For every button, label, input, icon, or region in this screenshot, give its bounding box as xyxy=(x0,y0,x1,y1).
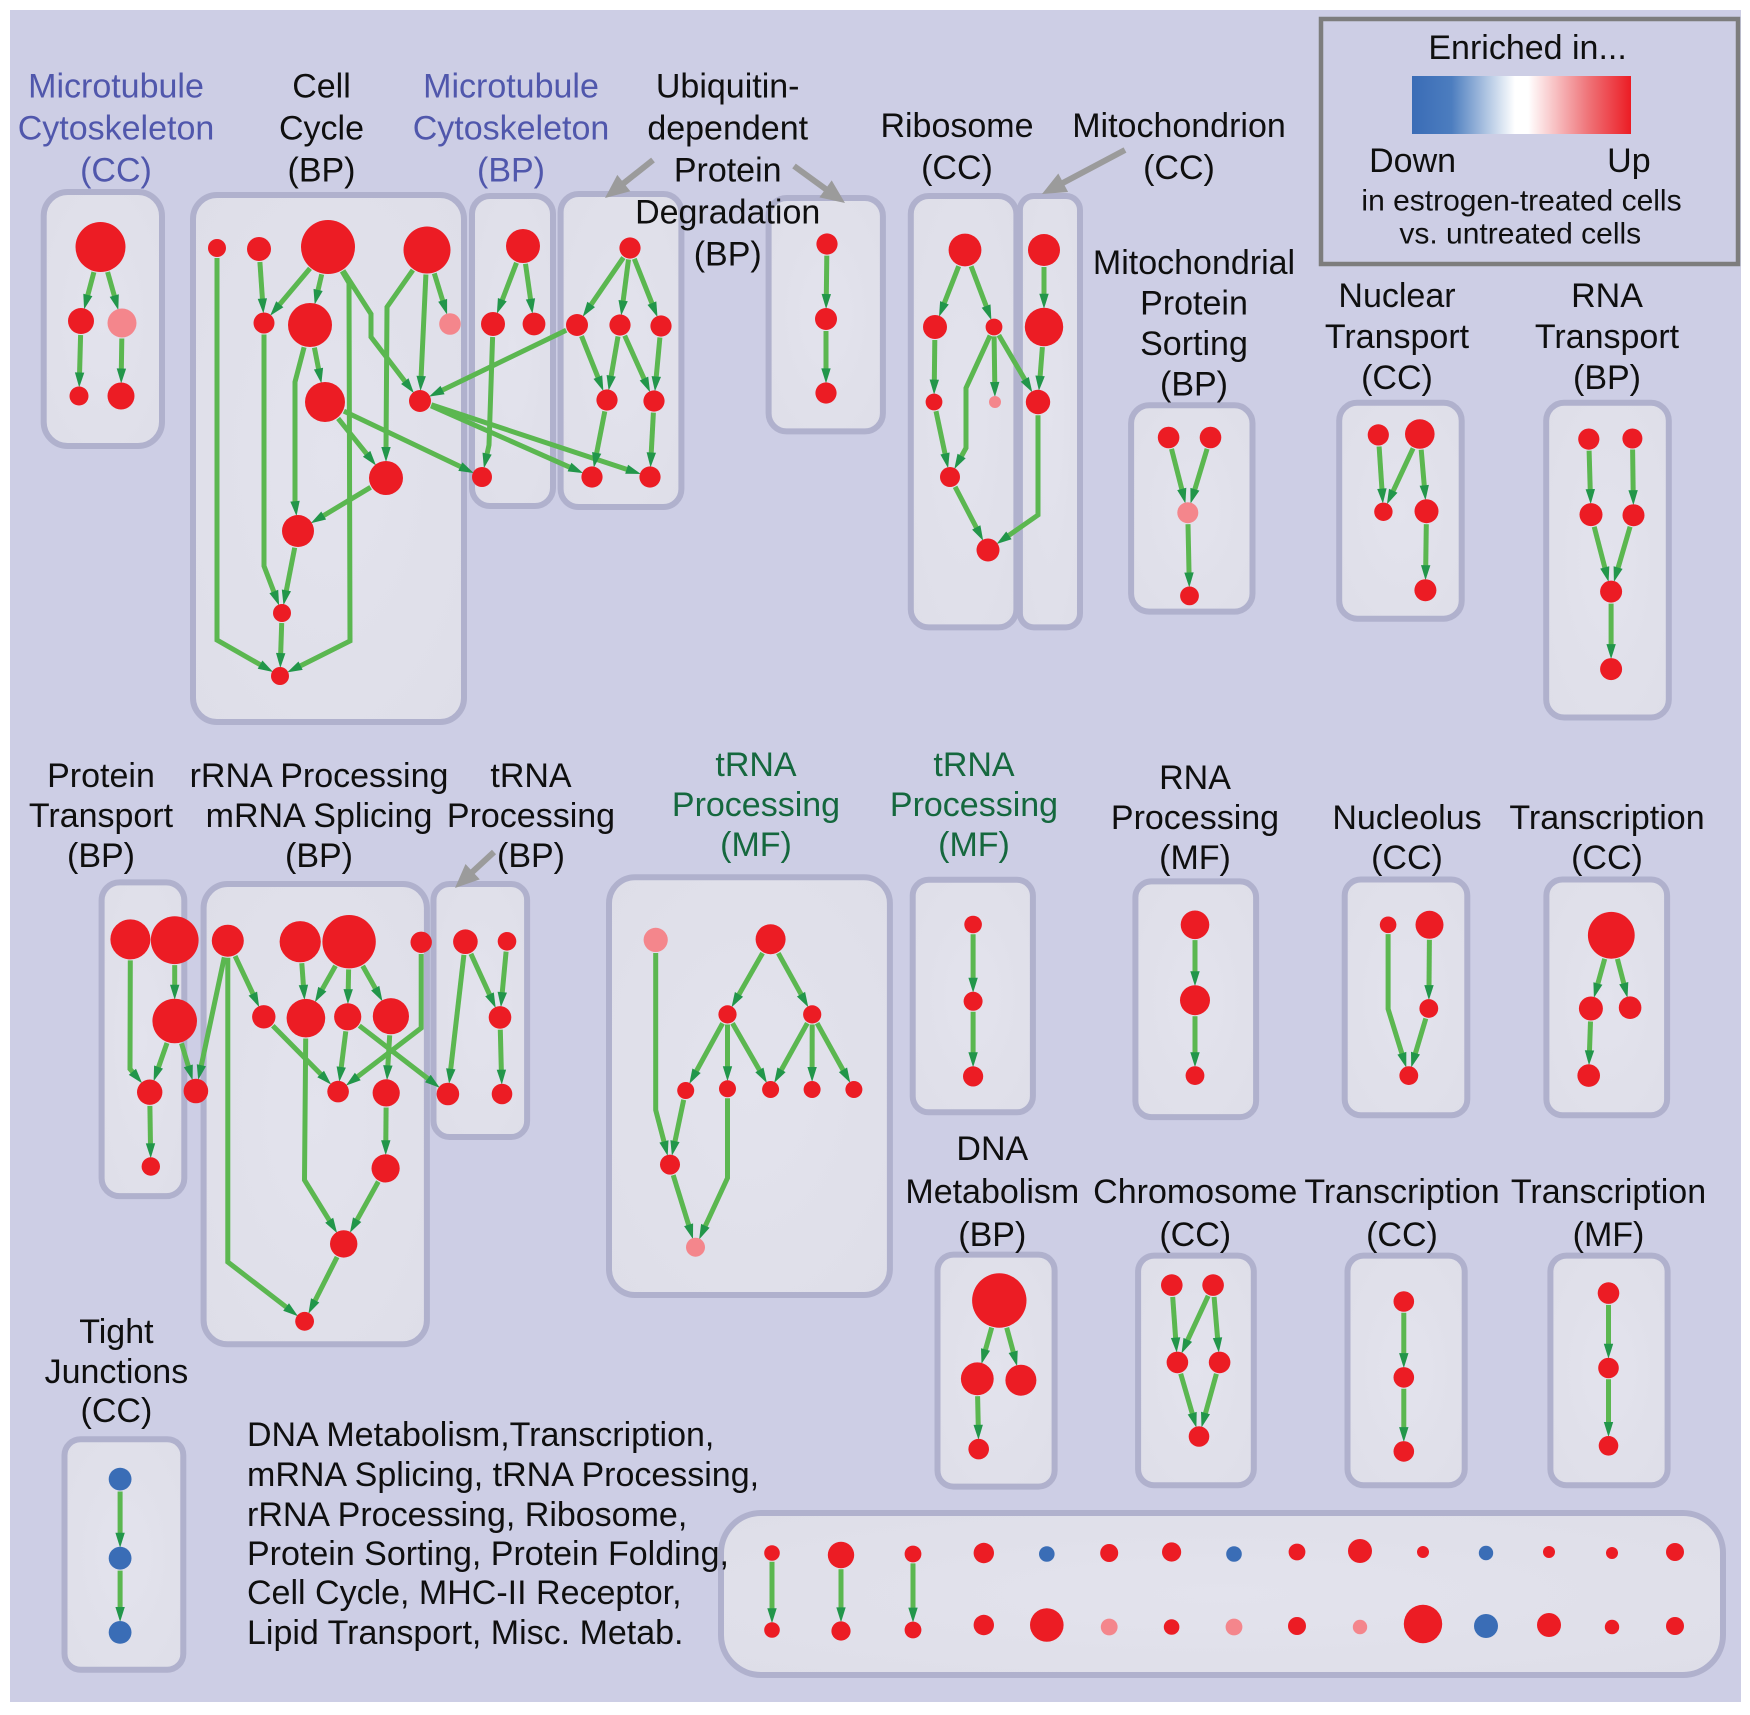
svg-text:(BP): (BP) xyxy=(477,152,545,190)
svg-text:rRNA Processing, Ribosome,: rRNA Processing, Ribosome, xyxy=(247,1496,687,1534)
svg-text:mRNA Splicing: mRNA Splicing xyxy=(206,797,433,835)
svg-text:Mitochondrion: Mitochondrion xyxy=(1072,107,1286,145)
svg-text:in estrogen-treated cells: in estrogen-treated cells xyxy=(1361,185,1681,218)
svg-text:Transcription: Transcription xyxy=(1304,1173,1499,1211)
svg-text:DNA Metabolism,Transcription,: DNA Metabolism,Transcription, xyxy=(247,1416,714,1454)
svg-text:tRNA: tRNA xyxy=(490,757,572,795)
svg-text:Transcription: Transcription xyxy=(1509,799,1704,837)
svg-text:Protein: Protein xyxy=(674,152,782,190)
svg-text:Cell Cycle, MHC-II Receptor,: Cell Cycle, MHC-II Receptor, xyxy=(247,1574,682,1612)
svg-text:(CC): (CC) xyxy=(1143,149,1215,187)
svg-text:(BP): (BP) xyxy=(497,837,565,875)
svg-text:mRNA Splicing, tRNA Processing: mRNA Splicing, tRNA Processing, xyxy=(247,1456,759,1494)
svg-text:Protein Sorting, Protein Foldi: Protein Sorting, Protein Folding, xyxy=(247,1535,729,1573)
svg-text:(BP): (BP) xyxy=(1573,359,1641,397)
svg-text:DNA: DNA xyxy=(956,1130,1028,1168)
svg-text:Transport: Transport xyxy=(29,797,174,835)
svg-text:Nuclear: Nuclear xyxy=(1338,277,1455,315)
svg-text:RNA: RNA xyxy=(1571,277,1643,315)
svg-text:(MF): (MF) xyxy=(1573,1216,1645,1254)
svg-text:Ribosome: Ribosome xyxy=(880,107,1033,145)
svg-text:vs. untreated cells: vs. untreated cells xyxy=(1399,218,1641,251)
svg-text:Protein: Protein xyxy=(1140,285,1248,323)
svg-text:Mitochondrial: Mitochondrial xyxy=(1093,244,1295,282)
svg-text:(CC): (CC) xyxy=(1366,1216,1438,1254)
svg-text:tRNA: tRNA xyxy=(715,746,797,784)
svg-text:rRNA Processing: rRNA Processing xyxy=(190,757,449,795)
svg-text:(CC): (CC) xyxy=(1371,839,1443,877)
svg-text:Chromosome: Chromosome xyxy=(1093,1173,1297,1211)
svg-text:(CC): (CC) xyxy=(1159,1216,1231,1254)
svg-text:Up: Up xyxy=(1607,142,1650,180)
svg-text:Tight: Tight xyxy=(79,1313,154,1351)
svg-text:(CC): (CC) xyxy=(80,152,152,190)
svg-text:dependent: dependent xyxy=(647,110,808,148)
svg-text:(MF): (MF) xyxy=(1159,839,1231,877)
svg-text:Processing: Processing xyxy=(672,786,840,824)
svg-text:Microtubule: Microtubule xyxy=(423,68,599,106)
svg-text:Transcription: Transcription xyxy=(1511,1173,1706,1211)
svg-text:Cytoskeleton: Cytoskeleton xyxy=(413,110,610,148)
svg-text:Microtubule: Microtubule xyxy=(28,68,204,106)
svg-text:(MF): (MF) xyxy=(720,826,792,864)
svg-text:(BP): (BP) xyxy=(1160,366,1228,404)
svg-text:Cell: Cell xyxy=(292,68,351,106)
svg-text:(BP): (BP) xyxy=(67,837,135,875)
svg-text:Ubiquitin-: Ubiquitin- xyxy=(656,68,800,106)
svg-text:(BP): (BP) xyxy=(958,1216,1026,1254)
svg-text:Transport: Transport xyxy=(1325,318,1470,356)
svg-text:Degradation: Degradation xyxy=(635,194,820,232)
svg-text:RNA: RNA xyxy=(1159,759,1231,797)
svg-text:(CC): (CC) xyxy=(1571,839,1643,877)
svg-text:Protein: Protein xyxy=(47,757,155,795)
svg-text:Cytoskeleton: Cytoskeleton xyxy=(18,110,215,148)
svg-text:Enriched in...: Enriched in... xyxy=(1428,29,1626,67)
svg-text:(CC): (CC) xyxy=(81,1392,153,1430)
svg-text:(BP): (BP) xyxy=(694,236,762,274)
svg-text:(CC): (CC) xyxy=(1361,359,1433,397)
svg-text:tRNA: tRNA xyxy=(933,746,1015,784)
svg-text:Metabolism: Metabolism xyxy=(905,1173,1079,1211)
svg-text:Processing: Processing xyxy=(890,786,1058,824)
svg-text:Processing: Processing xyxy=(1111,799,1279,837)
svg-text:Processing: Processing xyxy=(447,797,615,835)
svg-text:(MF): (MF) xyxy=(938,826,1010,864)
svg-text:(BP): (BP) xyxy=(285,837,353,875)
svg-text:Lipid Transport, Misc. Metab.: Lipid Transport, Misc. Metab. xyxy=(247,1614,684,1652)
svg-text:Down: Down xyxy=(1369,142,1456,180)
svg-text:Nucleolus: Nucleolus xyxy=(1332,799,1481,837)
svg-text:(BP): (BP) xyxy=(288,152,356,190)
svg-text:Transport: Transport xyxy=(1535,318,1680,356)
svg-text:Cycle: Cycle xyxy=(279,110,364,148)
svg-text:(CC): (CC) xyxy=(921,149,993,187)
svg-text:Sorting: Sorting xyxy=(1140,325,1248,363)
svg-text:Junctions: Junctions xyxy=(45,1353,189,1391)
